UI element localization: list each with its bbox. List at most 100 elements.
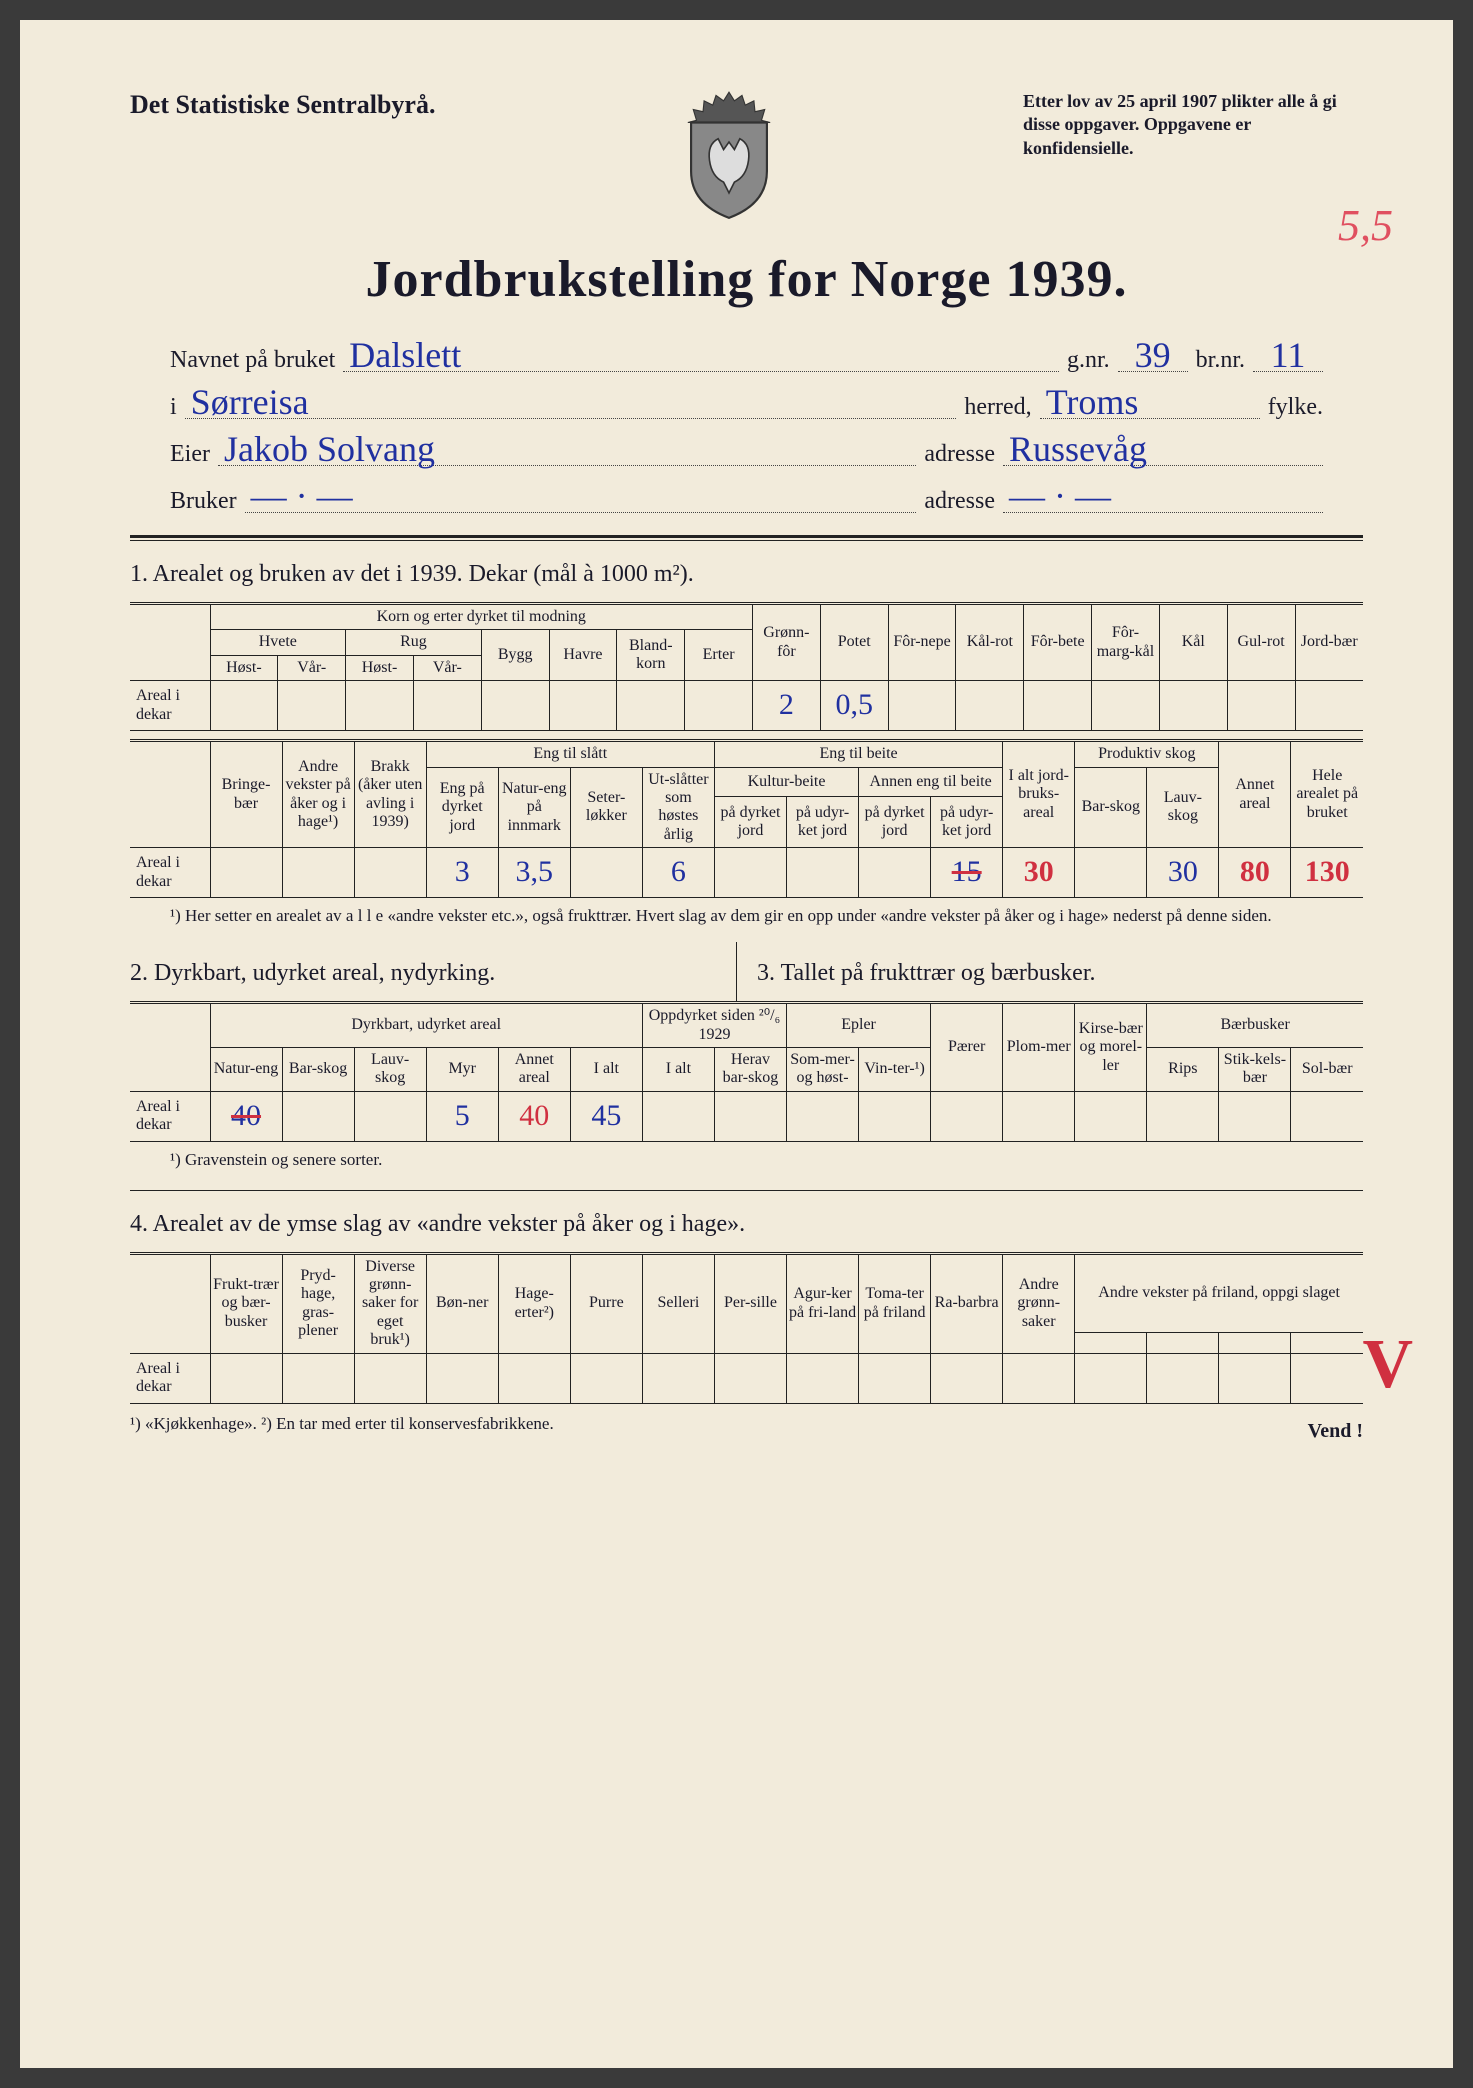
row-label-4: Areal i dekar [130, 1353, 210, 1403]
agency-name: Det Statistiske Sentralbyrå. [130, 90, 435, 120]
row-label-1a: Areal i dekar [130, 681, 210, 731]
section-2-title: 2. Dyrkbart, udyrket areal, nydyrking. [130, 960, 736, 987]
th-opp-ialt: I alt [642, 1047, 714, 1091]
th-opp: Oppdyrket siden ²⁰/₆ 1929 [642, 1003, 786, 1048]
th-ab-udyrket: på udyr-ket jord [931, 797, 1003, 848]
th-potet: Potet [820, 604, 888, 681]
label-bruker: Bruker [170, 488, 237, 515]
val-annen-udyr: 15 [931, 848, 1003, 898]
identity-fields: Navnet på bruket Dalslett g.nr. 39 br.nr… [170, 339, 1323, 515]
footnote-2: ¹) Gravenstein og senere sorter. [170, 1150, 1363, 1170]
th-andre: Andre vekster på åker og i hage¹) [282, 741, 354, 848]
section-3-title: 3. Tallet på frukttrær og bærbusker. [757, 960, 1363, 987]
th-rips: Rips [1147, 1047, 1219, 1091]
th-bringe: Bringe-bær [210, 741, 282, 848]
th-rug-var: Vår- [413, 655, 481, 680]
th-barskog: Bar-skog [1075, 767, 1147, 848]
th-sommer: Som-mer-og høst- [787, 1047, 859, 1091]
th-rug-host: Høst- [346, 655, 414, 680]
th-rabarbra: Ra-barbra [931, 1253, 1003, 1353]
th-paerer: Pærer [931, 1003, 1003, 1092]
th-eng-slatt: Eng til slått [426, 741, 714, 767]
th-kal: Kål [1159, 604, 1227, 681]
vend-label: Vend ! [1308, 1420, 1363, 1443]
header: Det Statistiske Sentralbyrå. Etter lov a… [130, 90, 1363, 220]
val-hele: 130 [1291, 848, 1363, 898]
th-s2-barskog: Bar-skog [282, 1047, 354, 1091]
th-lauvskog: Lauv-skog [1147, 767, 1219, 848]
val-lauvskog: 30 [1147, 848, 1219, 898]
value-fylke: Troms [1040, 386, 1260, 419]
th-solbaer: Sol-bær [1291, 1047, 1363, 1091]
divider [130, 535, 1363, 541]
val-annet: 80 [1219, 848, 1291, 898]
th-epler: Epler [787, 1003, 931, 1048]
val-s2-natureng: 40 [210, 1091, 282, 1141]
legal-notice: Etter lov av 25 april 1907 plikter alle … [1023, 90, 1363, 160]
th-havre: Havre [549, 630, 617, 681]
th-bonner: Bøn-ner [426, 1253, 498, 1353]
th-korn: Korn og erter dyrket til modning [210, 604, 753, 630]
value-herred: Sørreisa [185, 386, 957, 419]
th-erter: Erter [685, 630, 753, 681]
form-page: 5,5 V Det Statistiske Sentralbyrå. Etter… [20, 20, 1453, 2068]
section-1-title: 1. Arealet og bruken av det i 1939. Deka… [130, 561, 1363, 588]
th-s2-natureng: Natur-eng [210, 1047, 282, 1091]
footnote-1: ¹) Her setter en arealet av a l l e «and… [170, 906, 1363, 926]
th-natureng: Natur-eng på innmark [498, 767, 570, 848]
th-rug: Rug [346, 630, 482, 655]
val-s2-myr: 5 [426, 1091, 498, 1141]
label-eier: Eier [170, 441, 210, 468]
th-plommer: Plom-mer [1003, 1003, 1075, 1092]
label-navn: Navnet på bruket [170, 347, 335, 374]
val-gronnfor: 2 [753, 681, 821, 731]
th-dyrkbart: Dyrkbart, udyrket areal [210, 1003, 642, 1048]
th-s2-annet: Annet areal [498, 1047, 570, 1091]
th-jordbaer: Jord-bær [1295, 604, 1363, 681]
th-forbete: Fôr-bete [1024, 604, 1092, 681]
th-s2-lauvskog: Lauv-skog [354, 1047, 426, 1091]
th-stikkels: Stik-kels-bær [1219, 1047, 1291, 1091]
th-pryd: Pryd-hage, gras-plener [282, 1253, 354, 1353]
th-kalrot: Kål-rot [956, 604, 1024, 681]
th-kirse: Kirse-bær og morel-ler [1075, 1003, 1147, 1092]
th-hvete-var: Vår- [278, 655, 346, 680]
th-eng-pa: Eng på dyrket jord [426, 767, 498, 848]
th-andre-gronn: Andre grønn-saker [1003, 1253, 1075, 1353]
table-1b: Bringe-bær Andre vekster på åker og i ha… [130, 739, 1363, 898]
label-gnr: g.nr. [1067, 347, 1110, 374]
th-baerbusker: Bærbusker [1147, 1003, 1363, 1048]
label-fylke: fylke. [1268, 394, 1323, 421]
th-fornepe: Fôr-nepe [888, 604, 956, 681]
th-formargkal: Fôr-marg-kål [1092, 604, 1160, 681]
th-hvete-host: Høst- [210, 655, 278, 680]
val-utslatter: 6 [642, 848, 714, 898]
th-blandkorn: Bland-korn [617, 630, 685, 681]
label-i: i [170, 394, 177, 421]
th-gronnfor: Grønn-fôr [753, 604, 821, 681]
th-persille: Per-sille [714, 1253, 786, 1353]
th-skog: Produktiv skog [1075, 741, 1219, 767]
val-eng-pa: 3 [426, 848, 498, 898]
th-tomater: Toma-ter på friland [859, 1253, 931, 1353]
th-eng-beite: Eng til beite [714, 741, 1002, 767]
row-label-1b: Areal i dekar [130, 848, 210, 898]
value-navn: Dalslett [343, 339, 1059, 372]
th-seter: Seter-løkker [570, 767, 642, 848]
table-4: Frukt-trær og bær-busker Pryd-hage, gras… [130, 1252, 1363, 1404]
th-ialt: I alt jord-bruks-areal [1003, 741, 1075, 848]
val-ialt: 30 [1003, 848, 1075, 898]
table-2-3: Dyrkbart, udyrket areal Oppdyrket siden … [130, 1001, 1363, 1142]
annotation-checkmark: V [1362, 1325, 1413, 1405]
th-kb-dyrket: på dyrket jord [714, 797, 786, 848]
label-herred: herred, [964, 394, 1031, 421]
section-4-title: 4. Arealet av de ymse slag av «andre vek… [130, 1211, 1363, 1238]
val-potet: 0,5 [820, 681, 888, 731]
th-herav: Herav bar-skog [714, 1047, 786, 1091]
value-adresse1: Russevåg [1003, 433, 1323, 466]
th-hele: Hele arealet på bruket [1291, 741, 1363, 848]
th-s2-myr: Myr [426, 1047, 498, 1091]
value-adresse2: — · — [1003, 480, 1323, 513]
coat-of-arms-icon [674, 90, 784, 220]
th-gulrot: Gul-rot [1227, 604, 1295, 681]
